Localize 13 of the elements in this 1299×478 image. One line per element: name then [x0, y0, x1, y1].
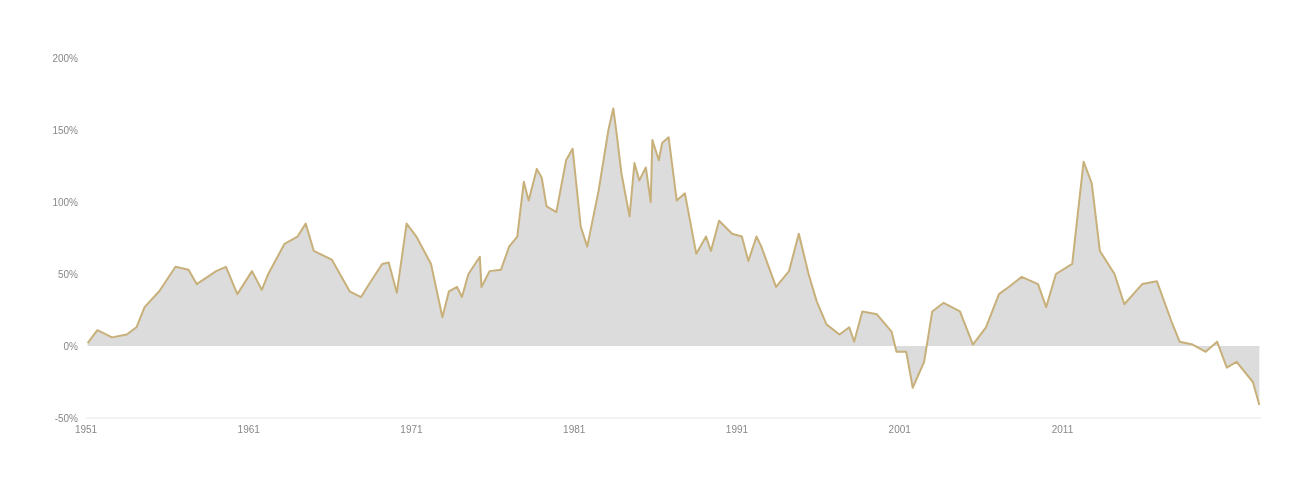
y-tick-label: -50%: [54, 412, 79, 424]
x-tick-label: 1961: [237, 424, 261, 436]
x-tick-label: 1991: [725, 424, 749, 436]
x-tick-label: 2001: [888, 424, 912, 436]
y-tick-label: 200%: [52, 52, 79, 64]
x-tick-label: 1981: [563, 424, 586, 436]
y-tick-label: 0%: [63, 340, 79, 352]
y-tick-label: 50%: [57, 268, 79, 280]
x-tick-label: 1951: [74, 424, 98, 436]
y-tick-label: 100%: [52, 196, 79, 208]
y-tick-label: 150%: [52, 124, 79, 136]
x-tick-label: 2011: [1051, 424, 1074, 436]
x-tick-label: 1971: [400, 424, 424, 436]
